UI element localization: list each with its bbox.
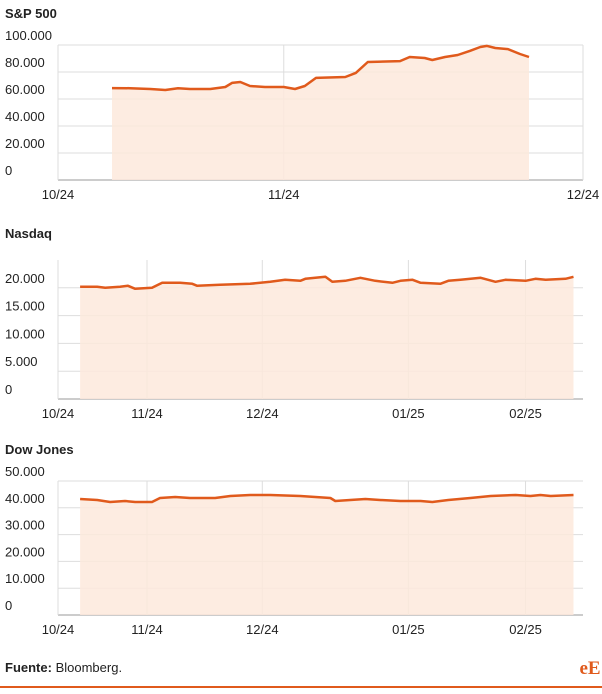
x-tick-label: 11/24 xyxy=(268,187,300,202)
x-tick-label: 02/25 xyxy=(509,406,542,421)
y-tick-label: 10.000 xyxy=(5,326,45,341)
y-tick-label: 20.000 xyxy=(5,544,45,559)
source-name: Bloomberg. xyxy=(56,660,122,675)
y-tick-label: 0 xyxy=(5,382,12,397)
area xyxy=(80,495,574,615)
y-tick-label: 20.000 xyxy=(5,136,45,151)
x-tick-label: 12/24 xyxy=(567,187,600,202)
area xyxy=(112,45,529,181)
y-tick-label: 10.000 xyxy=(5,571,45,586)
y-tick-label: 40.000 xyxy=(5,491,45,506)
y-tick-label: 30.000 xyxy=(5,518,45,533)
y-tick-label: 60.000 xyxy=(5,82,45,97)
x-tick-label: 12/24 xyxy=(246,406,279,421)
source: Fuente: Bloomberg. xyxy=(5,660,122,675)
x-tick-label: 01/25 xyxy=(392,622,425,637)
x-tick-label: 10/24 xyxy=(42,187,75,202)
y-tick-label: 5.000 xyxy=(5,354,38,369)
logo: eE xyxy=(579,658,600,679)
chart-title: S&P 500 xyxy=(5,6,57,21)
area xyxy=(80,276,574,399)
x-tick-label: 12/24 xyxy=(246,622,279,637)
y-tick-label: 80.000 xyxy=(5,55,45,70)
chart-title: Dow Jones xyxy=(5,442,74,457)
y-tick-label: 0 xyxy=(5,598,12,613)
y-tick-label: 15.000 xyxy=(5,299,45,314)
source-label: Fuente: xyxy=(5,660,52,675)
x-tick-label: 01/25 xyxy=(392,406,425,421)
y-tick-label: 50.000 xyxy=(5,464,45,479)
x-tick-label: 11/24 xyxy=(131,622,163,637)
line xyxy=(80,275,574,291)
line xyxy=(111,44,530,92)
y-tick-label: 100.000 xyxy=(5,28,52,43)
y-tick-label: 0 xyxy=(5,163,12,178)
x-tick-label: 10/24 xyxy=(42,622,75,637)
y-tick-label: 40.000 xyxy=(5,109,45,124)
x-tick-label: 11/24 xyxy=(131,406,163,421)
x-tick-label: 02/25 xyxy=(509,622,542,637)
line xyxy=(80,493,574,504)
y-tick-label: 20.000 xyxy=(5,271,45,286)
x-tick-label: 10/24 xyxy=(42,406,75,421)
chart-title: Nasdaq xyxy=(5,226,52,241)
